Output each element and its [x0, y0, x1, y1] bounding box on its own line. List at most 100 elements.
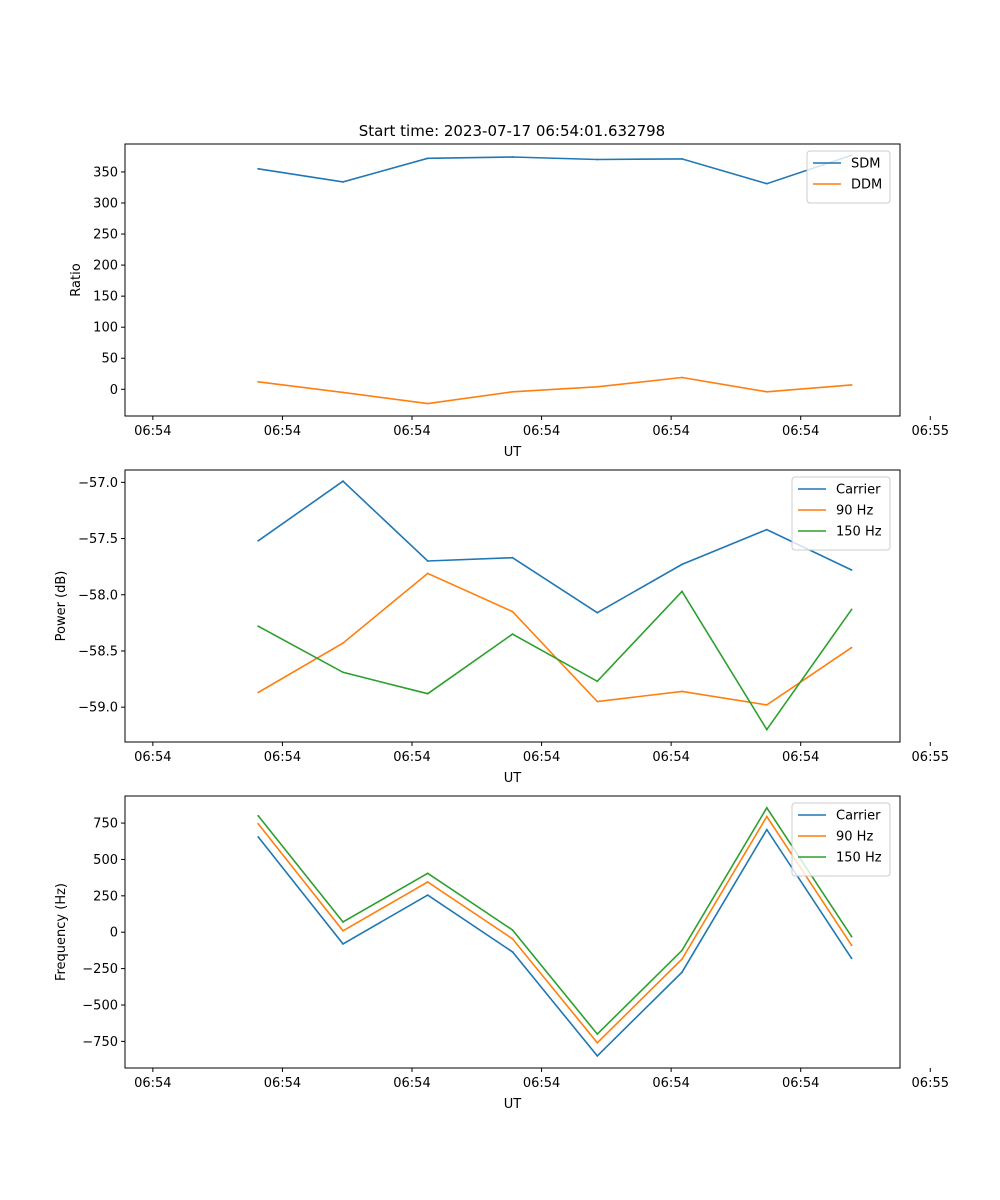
- data-point-90-hz: [426, 881, 429, 883]
- data-point-150-hz: [257, 625, 260, 628]
- legend-label-carrier: Carrier: [836, 483, 881, 498]
- y-tick-label: −59.0: [78, 701, 118, 716]
- series-line-150-hz: [257, 806, 853, 1036]
- y-tick-label: −57.5: [78, 532, 118, 547]
- y-tick-label: 150: [93, 290, 118, 305]
- x-tick-label: 06:54: [264, 1076, 301, 1091]
- legend-label-ddm: DDM: [851, 178, 882, 193]
- x-tick-label: 06:55: [912, 750, 949, 765]
- data-point-90-hz: [681, 958, 683, 960]
- x-tick-label: 06:54: [782, 1076, 819, 1091]
- data-point-90-hz: [681, 690, 683, 693]
- data-point-carrier: [426, 894, 429, 896]
- data-point-carrier: [681, 971, 683, 974]
- data-point-90-hz: [511, 610, 514, 613]
- data-point-ddm: [765, 390, 768, 393]
- data-point-150-hz: [342, 671, 344, 674]
- series-line-carrier: [257, 828, 853, 1058]
- data-point-sdm: [765, 182, 768, 185]
- y-tick-label: −750: [82, 1035, 118, 1050]
- data-point-150-hz: [850, 608, 853, 611]
- y-tick-label: 50: [101, 352, 118, 367]
- legend-label-carrier: Carrier: [836, 809, 881, 824]
- data-point-150-hz: [765, 728, 768, 731]
- data-point-150-hz: [511, 929, 514, 931]
- data-point-90-hz: [257, 822, 260, 825]
- data-point-carrier: [511, 951, 514, 953]
- x-tick-label: 06:54: [393, 1076, 430, 1091]
- legend: Carrier 90 Hz 150 Hz: [791, 476, 891, 551]
- data-point-90-hz: [596, 1041, 599, 1044]
- legend-label-150-hz: 150 Hz: [836, 851, 882, 866]
- data-point-ddm: [850, 384, 853, 386]
- legend: Carrier 90 Hz 150 Hz: [791, 802, 891, 877]
- y-tick-label: 250: [93, 889, 118, 904]
- data-point-150-hz: [257, 814, 260, 817]
- y-tick-label: 100: [93, 321, 118, 336]
- data-point-ddm: [342, 391, 344, 394]
- data-point-90-hz: [850, 944, 853, 947]
- x-tick-label: 06:54: [782, 750, 819, 765]
- data-point-sdm: [681, 158, 683, 160]
- data-point-90-hz: [257, 691, 260, 694]
- panels: 06:54 06:54 06:54 06:54 06:54 06:54 06:55 0 50 10…: [54, 143, 949, 1112]
- data-point-90-hz: [342, 642, 344, 644]
- series-line-150-hz: [257, 590, 853, 732]
- x-tick-label: 06:54: [134, 1076, 171, 1091]
- chart-panel-1: 06:54 06:54 06:54 06:54 06:54 06:54 06:55 0 50 10…: [69, 143, 949, 460]
- series-line-sdm: [258, 154, 852, 185]
- x-tick-label: 06:54: [523, 424, 560, 439]
- data-point-carrier: [596, 1055, 599, 1057]
- data-point-sdm: [342, 181, 344, 183]
- x-tick-label: 06:54: [652, 750, 689, 765]
- legend-box: [806, 150, 891, 204]
- data-point-90-hz: [511, 937, 514, 940]
- x-axis-label: UT: [504, 1097, 522, 1112]
- data-point-90-hz: [426, 572, 429, 575]
- chart-panel-2: 06:54 06:54 06:54 06:54 06:54 06:54 06:55 −59.0…: [54, 469, 949, 786]
- y-tick-label: 500: [93, 853, 118, 868]
- series-line-ddm: [258, 376, 852, 405]
- x-tick-label: 06:54: [134, 750, 171, 765]
- data-point-carrier: [681, 563, 683, 566]
- series-line-90-hz: [257, 814, 853, 1044]
- x-tick-label: 06:55: [912, 424, 949, 439]
- series-line-carrier: [257, 480, 852, 614]
- data-point-carrier: [342, 480, 344, 483]
- x-tick-label: 06:54: [523, 750, 560, 765]
- x-tick-label: 06:54: [782, 424, 819, 439]
- data-point-150-hz: [765, 806, 768, 809]
- data-point-sdm: [596, 158, 599, 161]
- x-tick-label: 06:54: [264, 424, 301, 439]
- x-tick-label: 06:54: [393, 750, 430, 765]
- data-point-carrier: [850, 569, 853, 571]
- series-line-90-hz: [257, 572, 853, 706]
- data-point-sdm: [511, 156, 514, 158]
- y-axis-label: Power (dB): [54, 571, 69, 642]
- data-point-carrier: [257, 836, 260, 838]
- y-axis-label: Ratio: [69, 263, 84, 296]
- data-point-150-hz: [850, 935, 853, 938]
- data-point-150-hz: [342, 921, 344, 923]
- y-tick-label: −57.0: [78, 476, 118, 491]
- data-point-150-hz: [511, 633, 514, 635]
- y-tick-label: 750: [93, 817, 118, 832]
- data-point-sdm: [426, 157, 429, 160]
- y-axis-label: Frequency (Hz): [54, 883, 69, 981]
- data-point-ddm: [681, 376, 683, 379]
- axes-frame: [124, 143, 901, 417]
- y-tick-label: 0: [110, 926, 118, 941]
- y-tick-label: 350: [93, 165, 118, 180]
- x-tick-label: 06:54: [652, 424, 689, 439]
- x-tick-label: 06:54: [652, 1076, 689, 1091]
- y-tick-label: −250: [82, 962, 118, 977]
- data-point-carrier: [426, 560, 429, 562]
- data-point-carrier: [257, 539, 260, 542]
- data-point-90-hz: [850, 646, 853, 649]
- data-point-150-hz: [681, 949, 683, 952]
- data-point-150-hz: [681, 590, 683, 593]
- y-tick-label: 250: [93, 228, 118, 243]
- data-point-ddm: [511, 390, 514, 393]
- y-tick-label: 0: [110, 383, 118, 398]
